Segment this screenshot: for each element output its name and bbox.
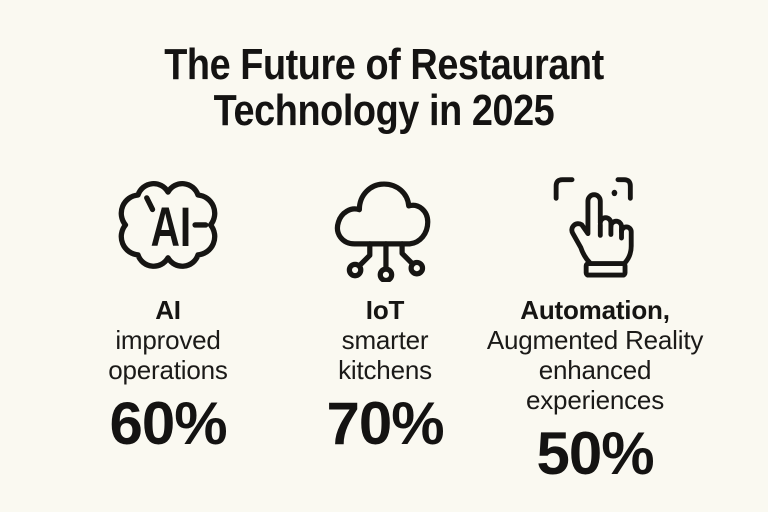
stat-description-line: enhanced	[538, 355, 652, 385]
stat-description-line: experiences	[526, 385, 664, 415]
ai-brain-icon: AI	[58, 160, 278, 286]
page-title: The Future of Restaurant Technology in 2…	[54, 42, 714, 134]
stat-label-automation: Automation,	[520, 295, 670, 325]
stat-description-line: operations	[108, 355, 228, 385]
column-ai: AI AI improved operations 60%	[58, 160, 278, 454]
stat-value-automation: 50%	[536, 420, 654, 487]
column-automation: Automation, Augmented Reality enhanced e…	[462, 160, 728, 484]
brain-ai-icon-text: AI	[151, 195, 192, 258]
stat-value-ai: 60%	[109, 390, 227, 457]
tap-point-dot	[611, 189, 618, 197]
iot-cloud-icon	[290, 160, 480, 286]
stat-description-line: improved	[115, 325, 221, 355]
page-title-line-1: The Future of Restaurant	[164, 40, 604, 89]
stat-description-line: Augmented Reality	[486, 325, 704, 355]
column-iot: IoT smarter kitchens 70%	[290, 160, 480, 454]
page-title-line-2: Technology in 2025	[213, 85, 555, 135]
stat-label-iot: IoT	[365, 295, 405, 325]
stat-label-ai: AI	[155, 295, 181, 325]
stat-description-line: smarter	[341, 325, 429, 355]
stat-value-iot: 70%	[326, 390, 444, 457]
stat-description-line: kitchens	[338, 355, 432, 385]
automation-tap-hand-icon	[462, 160, 728, 286]
